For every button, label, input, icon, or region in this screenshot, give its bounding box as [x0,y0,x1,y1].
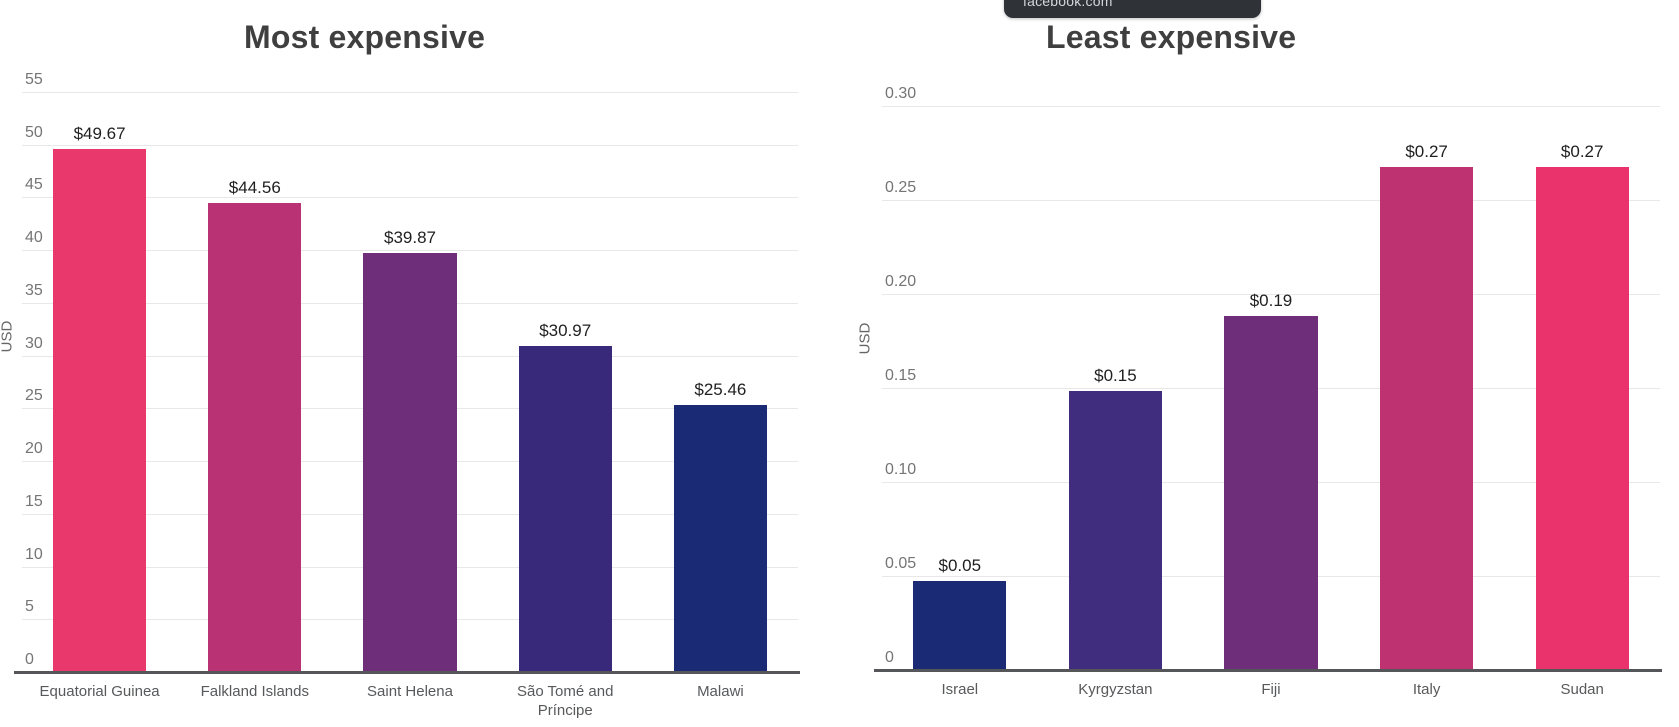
bar[interactable] [53,149,147,673]
category-label: Italy [1412,681,1441,698]
x-axis-labels: Equatorial Guinea Falkland Islands Saint H… [22,682,798,720]
y-tick-label: 0.25 [885,179,917,196]
chart-least-expensive: Least expensive USD 0 0.05 0.10 0.15 0.20 0.2… [845,0,1679,727]
bar-value-label: $49.67 [73,124,126,144]
y-tick-label: 0.10 [885,461,917,479]
y-tick-label: 0.20 [885,273,917,291]
y-axis-title: USD [0,320,16,353]
tooltip: facebook.com [1004,0,1261,18]
category-label: Malawi [697,683,744,700]
category-label-cell: Equatorial Guinea [22,682,177,720]
bar-value-label: $0.27 [1560,142,1604,162]
y-tick-label: 0.05 [885,555,917,573]
category-label: Sudan [1560,681,1604,698]
category-label: Kyrgyzstan [1078,681,1153,698]
tooltip-text: facebook.com [1023,0,1113,9]
x-axis-line [874,669,1662,672]
bar[interactable] [363,252,457,673]
x-axis-labels: Israel Kyrgyzstan Fiji Italy Sudan [882,680,1660,699]
y-tick-label: 55 [25,71,43,88]
y-tick-label: 5 [25,598,34,616]
y-tick-label: 20 [25,440,43,458]
chart-title: Most expensive [244,19,486,55]
bar[interactable] [1068,390,1163,671]
bar[interactable] [208,203,302,673]
bar[interactable] [673,404,767,673]
y-tick-label: 0.30 [885,85,917,102]
bar[interactable] [1535,167,1629,671]
category-label-cell: Falkland Islands [177,682,332,720]
category-label-cell: São Tomé and Príncipe [488,682,643,720]
y-axis-title: USD [856,322,874,355]
y-tick-label: 0.15 [885,367,917,384]
category-label: São Tomé and Príncipe [516,683,614,719]
category-label-cell: Saint Helena [332,682,487,720]
x-axis-line [14,671,800,674]
y-tick-label: 0 [25,651,34,668]
gridline [22,250,798,252]
category-label-cell: Kyrgyzstan [1038,680,1194,699]
plot-area: 0 0.05 0.10 0.15 0.20 0.25 0.30 $0.05 $0.15 $0.19… [874,86,1662,672]
bar[interactable] [1379,167,1474,671]
gridline [22,197,798,199]
bar[interactable] [913,580,1007,671]
category-label-cell: Sudan [1504,680,1660,699]
plot-area: 0 5 10 15 20 25 30 35 40 45 50 55 $49.67 $44.56 $39.87… [14,72,800,674]
category-label: Equatorial Guinea [39,683,160,700]
chart-title: Least expensive [1046,19,1297,55]
bar[interactable] [518,346,612,673]
category-label-cell: Italy [1349,680,1505,699]
y-tick-label: 0 [885,649,894,666]
chart-most-expensive: Most expensive USD 0 5 10 15 20 25 30 35 40 45 50 5… [0,0,800,727]
category-label: Saint Helena [367,683,453,700]
y-tick-label: 40 [25,229,43,247]
y-tick-label: 50 [25,123,43,141]
gridline [882,106,1660,107]
category-label-cell: Israel [882,680,1038,699]
category-label: Israel [941,681,979,698]
gridline [22,92,798,93]
category-label-cell: Fiji [1193,680,1349,699]
bar-value-label: $39.87 [383,227,436,247]
gridline [882,294,1660,295]
bar-value-label: $0.19 [1249,290,1293,310]
gridline [22,144,798,146]
y-tick-label: 35 [25,281,43,299]
bar-value-label: $0.15 [1094,365,1137,385]
y-tick-label: 45 [25,176,43,194]
bar-value-label: $0.05 [938,555,982,575]
bar-value-label: $25.46 [694,379,747,399]
bar-value-label: $0.27 [1405,142,1448,162]
y-tick-label: 25 [25,387,43,405]
bar-value-label: $30.97 [539,321,592,341]
y-tick-label: 10 [25,545,43,563]
bar-value-label: $44.56 [228,178,281,198]
category-label: Fiji [1261,681,1281,698]
y-tick-label: 30 [25,334,43,352]
category-label: Falkland Islands [200,683,309,700]
y-tick-label: 15 [25,492,43,510]
bar[interactable] [1224,315,1318,671]
category-label-cell: Malawi [643,682,798,720]
gridline [882,200,1660,201]
